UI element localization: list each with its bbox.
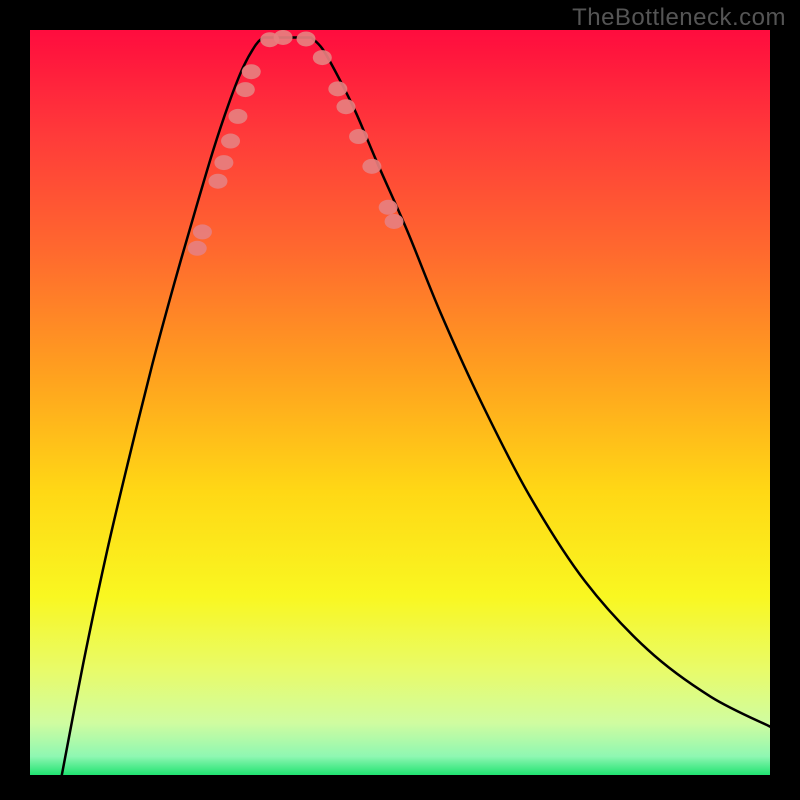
data-marker (208, 174, 227, 189)
data-marker (313, 50, 332, 65)
watermark: TheBottleneck.com (572, 4, 786, 32)
chart-background (30, 30, 770, 775)
data-marker (188, 241, 207, 256)
data-marker (274, 30, 293, 45)
data-marker (193, 224, 212, 239)
data-marker (385, 214, 404, 229)
bottleneck-chart (30, 30, 770, 775)
data-marker (214, 155, 233, 170)
data-marker (242, 64, 261, 79)
data-marker (362, 159, 381, 174)
data-marker (297, 31, 316, 46)
data-marker (349, 129, 368, 144)
data-marker (328, 81, 347, 96)
data-marker (228, 109, 247, 124)
data-marker (379, 200, 398, 215)
data-marker (221, 134, 240, 149)
data-marker (336, 99, 355, 114)
data-marker (236, 82, 255, 97)
